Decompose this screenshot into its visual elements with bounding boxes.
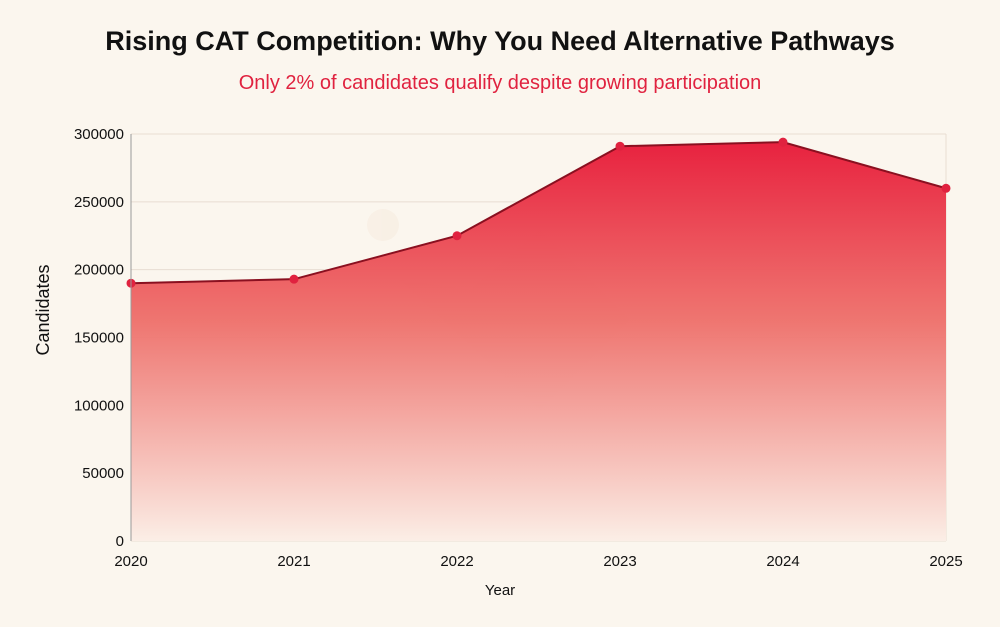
data-point [615,141,625,151]
y-tick-label: 100000 [74,397,124,414]
x-tick-label: 2025 [929,553,962,570]
x-tick-label: 2022 [440,553,473,570]
y-tick-label: 200000 [74,262,124,279]
data-point [452,231,462,241]
x-tick-label: 2021 [277,553,310,570]
data-point [778,137,788,147]
data-point [289,274,299,284]
x-tick-label: 2024 [766,553,799,570]
series-line [130,141,947,285]
chart-title: Rising CAT Competition: Why You Need Alt… [105,26,895,56]
y-tick-label: 50000 [82,465,124,482]
y-tick-label: 250000 [74,194,124,211]
y-tick-label: 0 [116,533,124,550]
chart-subtitle: Only 2% of candidates qualify despite gr… [238,72,762,94]
y-tick-label: 150000 [74,330,124,347]
y-axis-label: Candidates [33,264,53,355]
x-axis-label: Year [485,582,515,599]
y-tick-label: 300000 [74,126,124,143]
x-tick-label: 2023 [603,553,636,570]
x-tick-label: 2020 [114,553,147,570]
data-point [941,183,951,193]
area-fill [131,142,946,541]
